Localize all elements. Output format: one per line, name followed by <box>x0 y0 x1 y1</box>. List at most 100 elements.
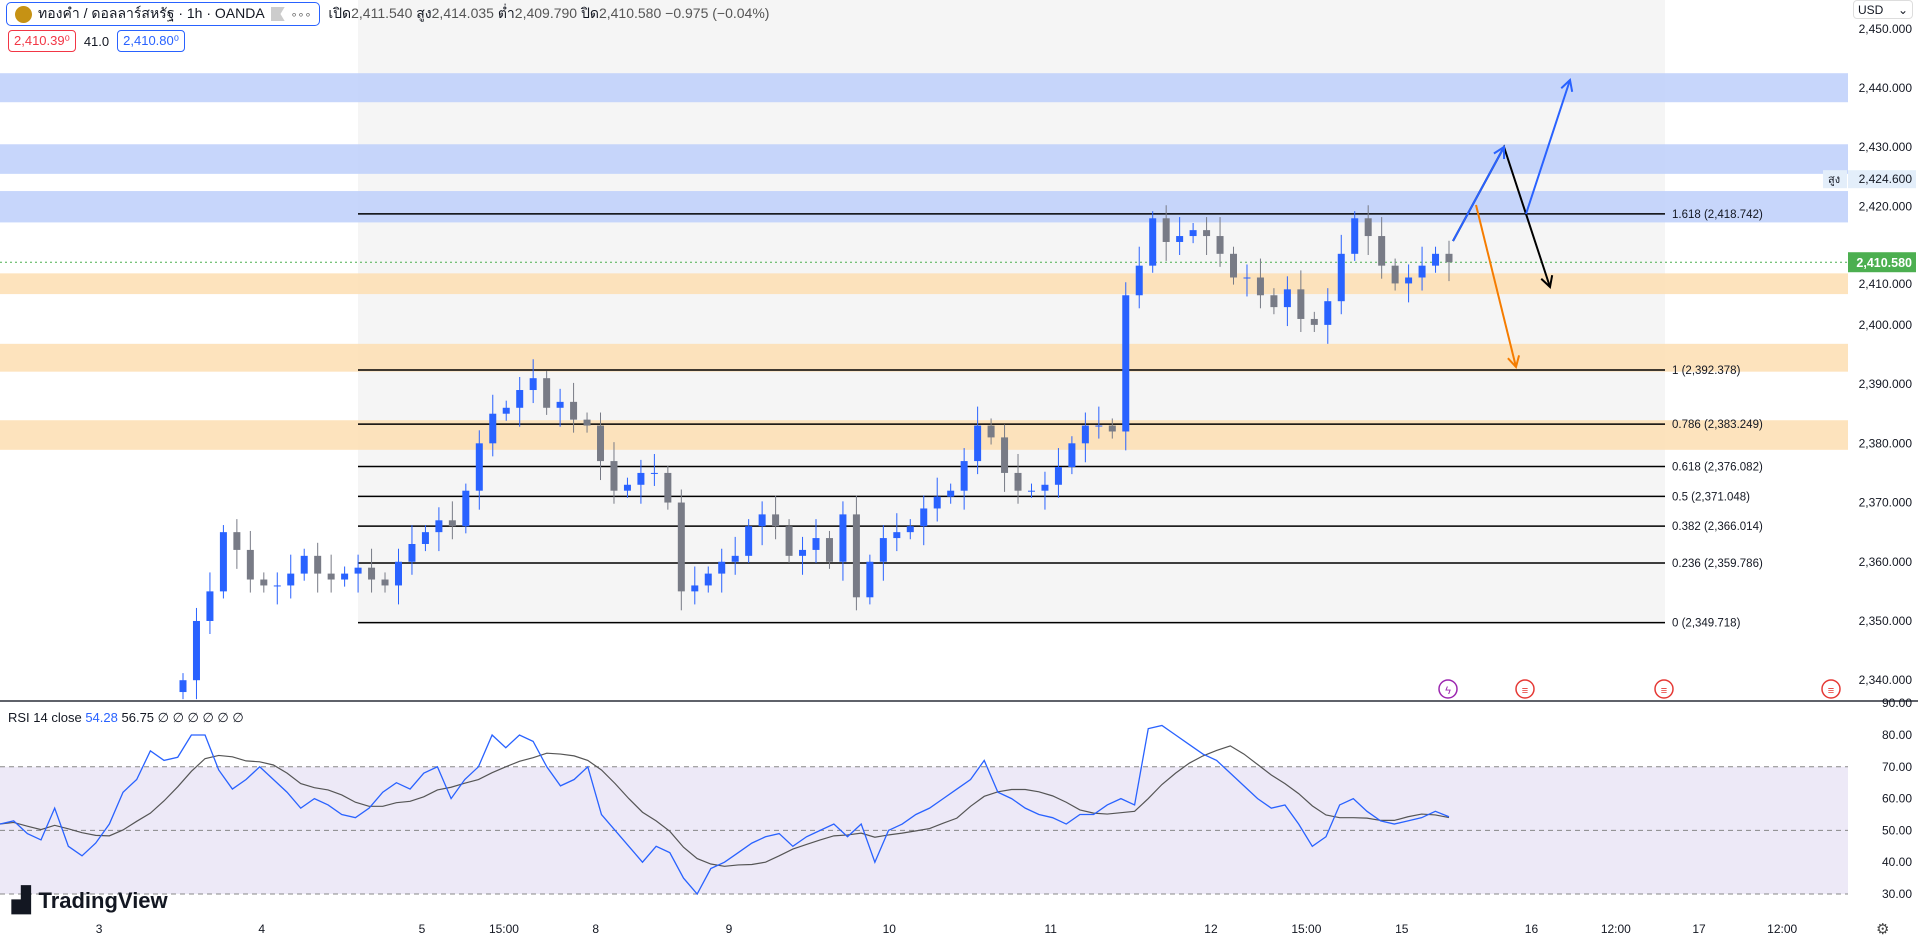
time-tick: 12 <box>1204 922 1218 936</box>
price-tick: 2,370.000 <box>1859 496 1913 510</box>
rsi-tick: 40.00 <box>1882 855 1912 869</box>
us-flag-icon <box>1821 679 1841 699</box>
tv-logo-icon: ▟ <box>12 887 31 914</box>
candle-body <box>623 484 631 491</box>
candle-body <box>610 461 618 491</box>
candle-body <box>1162 218 1170 242</box>
candle-body <box>421 532 429 544</box>
zone-orange <box>0 420 1848 450</box>
rsi-tick: 80.00 <box>1882 728 1912 742</box>
candle-body <box>704 573 712 586</box>
gold-icon <box>15 5 32 23</box>
candle-body <box>368 567 376 580</box>
close-label: ปิด <box>580 5 599 21</box>
logo-text: TradingView <box>38 887 168 913</box>
price-tick: 2,420.000 <box>1859 199 1913 213</box>
chevron-down-icon: ⌄ <box>1897 3 1908 17</box>
candle-body <box>893 532 901 539</box>
candle-body <box>879 538 887 562</box>
fib-label: 0.5 (2,371.048) <box>1672 491 1750 503</box>
fib-label: 0.236 (2,359.786) <box>1672 558 1763 570</box>
price-tick: 2,450.000 <box>1859 22 1913 36</box>
candle-body <box>1001 437 1009 473</box>
candle-body <box>273 585 281 587</box>
rsi-tick: 90.00 <box>1882 696 1912 710</box>
blue-breakout-arrow <box>1525 79 1571 215</box>
candle-body <box>691 585 699 592</box>
sell-button[interactable]: 2,410.39⁰ <box>8 30 76 52</box>
candle-body <box>1095 425 1103 427</box>
candle-body <box>785 526 793 556</box>
symbol-button[interactable]: ทองคำ / ดอลลาร์สหรัฐ · 1h · OANDA ∘∘∘ <box>6 2 321 26</box>
price-tick: 2,440.000 <box>1859 81 1913 95</box>
flag-icon[interactable] <box>270 7 285 21</box>
candle-body <box>1176 236 1184 242</box>
time-tick: 8 <box>592 922 599 936</box>
candle-body <box>1445 253 1453 263</box>
candle-body <box>852 514 860 598</box>
fib-label: 0.786 (2,383.249) <box>1672 419 1763 431</box>
candle-body <box>650 472 658 474</box>
candle-body <box>1391 265 1399 284</box>
zone-blue <box>0 73 1848 103</box>
candle-body <box>260 579 268 586</box>
currency-select[interactable]: USD ⌄ <box>1853 0 1913 19</box>
lightning-icon <box>1438 679 1458 699</box>
candle-body <box>664 472 672 503</box>
high-marker-badge <box>1848 170 1916 189</box>
fib-label: 0.382 (2,366.014) <box>1672 521 1763 533</box>
candle-body <box>906 526 914 533</box>
time-tick: 12:00 <box>1601 922 1631 936</box>
candle-body <box>502 407 510 414</box>
tradingview-logo[interactable]: ▟ TradingView <box>12 886 168 915</box>
price-tick: 2,410.000 <box>1859 277 1913 291</box>
rsi-extra: ∅ ∅ ∅ ∅ ∅ ∅ <box>157 710 244 725</box>
candle-body <box>1256 277 1264 296</box>
more-icon[interactable]: ∘∘∘ <box>290 8 312 21</box>
high-value: 2,414.035 <box>431 5 494 21</box>
candle-body <box>947 490 955 497</box>
candle-body <box>839 514 847 562</box>
black-path-arrow-head <box>1540 275 1554 289</box>
price-tick: 2,430.000 <box>1859 140 1913 154</box>
buy-button[interactable]: 2,410.80⁰ <box>117 30 185 52</box>
symbol-title: ทองคำ / ดอลลาร์สหรัฐ · 1h · OANDA <box>38 5 265 21</box>
candle-body <box>718 561 726 574</box>
candle-body <box>1405 277 1413 284</box>
candle-body <box>394 561 402 586</box>
candle-body <box>825 538 833 562</box>
rsi-ma-line <box>0 745 1450 867</box>
candle-body <box>1054 467 1062 485</box>
fib-label: 0 (2,349.718) <box>1672 618 1741 630</box>
high-marker-label: สูง <box>1828 174 1840 186</box>
fib-label: 1 (2,392.378) <box>1672 365 1741 377</box>
lightning-icon-glyph: ϟ <box>1445 685 1451 697</box>
zone-blue <box>0 144 1848 174</box>
candle-body <box>1243 277 1251 279</box>
blue-path-up-head <box>1493 145 1506 160</box>
candle-body <box>1324 301 1332 325</box>
candle-body <box>287 573 295 586</box>
orange-drop-arrow-head <box>1507 355 1521 370</box>
candle-body <box>246 549 254 580</box>
settings-gear-icon[interactable]: ⚙ <box>1876 921 1890 938</box>
candle-body <box>354 567 362 574</box>
candle-body <box>327 573 335 580</box>
candle-body <box>866 561 874 598</box>
currency-label: USD <box>1858 3 1884 17</box>
candle-body <box>233 532 241 550</box>
us-flag-icon-glyph: ≡ <box>1828 685 1834 697</box>
time-tick: 17 <box>1692 922 1706 936</box>
candle-body <box>1149 218 1157 266</box>
us-flag-icon-glyph: ≡ <box>1661 685 1667 697</box>
zone-orange <box>0 273 1848 295</box>
us-flag-icon <box>1515 679 1535 699</box>
time-tick: 4 <box>258 922 265 936</box>
price-tick: 2,350.000 <box>1859 614 1913 628</box>
blue-path-up <box>1452 146 1505 242</box>
candle-body <box>1418 265 1426 278</box>
time-tick: 12:00 <box>1767 922 1797 936</box>
candle-body <box>920 508 928 527</box>
rsi-title: RSI 14 close <box>8 710 82 725</box>
